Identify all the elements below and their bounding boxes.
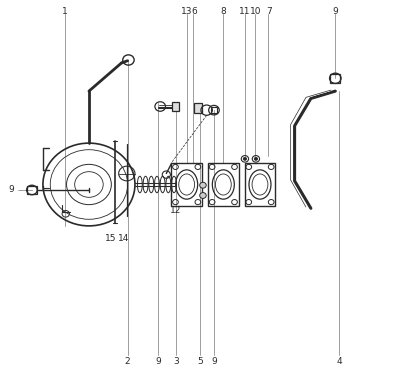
Circle shape — [199, 182, 206, 188]
Circle shape — [199, 193, 206, 199]
Bar — [330, 74, 339, 83]
Bar — [207, 162, 238, 207]
Text: 3: 3 — [173, 356, 179, 366]
Text: 15: 15 — [105, 234, 116, 243]
Bar — [193, 103, 202, 113]
Text: 14: 14 — [117, 234, 129, 243]
Text: 9: 9 — [9, 186, 14, 194]
Bar — [171, 102, 178, 111]
Circle shape — [243, 158, 246, 160]
Text: 11: 11 — [238, 7, 250, 16]
Text: 4: 4 — [336, 356, 342, 366]
Bar — [27, 186, 37, 194]
Text: 9: 9 — [332, 7, 337, 16]
Text: 8: 8 — [220, 7, 226, 16]
Text: 13: 13 — [180, 7, 191, 16]
Text: 2: 2 — [124, 356, 130, 366]
Text: 9: 9 — [211, 356, 216, 366]
Text: 10: 10 — [249, 7, 261, 16]
Text: 1: 1 — [61, 7, 67, 16]
Text: 9: 9 — [155, 356, 161, 366]
Text: 6: 6 — [191, 7, 197, 16]
Text: 5: 5 — [196, 356, 202, 366]
Circle shape — [254, 158, 257, 160]
Bar — [210, 107, 217, 113]
Text: 12: 12 — [170, 206, 181, 215]
Bar — [171, 162, 202, 207]
Text: 7: 7 — [265, 7, 271, 16]
Bar — [244, 162, 274, 207]
